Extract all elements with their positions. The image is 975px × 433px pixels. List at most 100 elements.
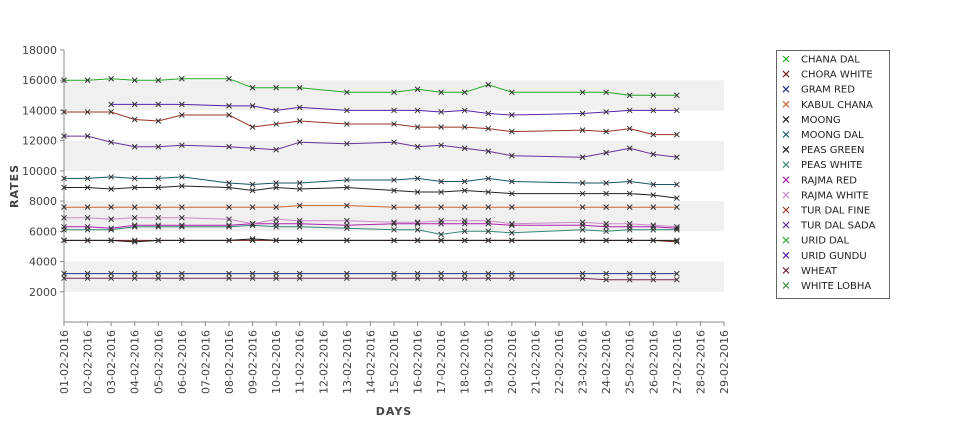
legend-item: MOONG — [782, 115, 841, 126]
data-point-marker — [438, 124, 444, 130]
legend-item: TUR DAL SADA — [782, 221, 876, 232]
legend-item: URID DAL — [782, 236, 849, 247]
data-point-marker — [179, 237, 185, 244]
data-point-marker — [438, 178, 444, 185]
data-point-marker — [461, 178, 468, 185]
data-point-marker — [296, 139, 303, 146]
data-point-marker — [650, 192, 657, 198]
data-point-marker — [84, 109, 91, 115]
legend-marker — [782, 282, 790, 289]
x-tick-label: 15-02-2016 — [388, 330, 401, 394]
data-point-marker — [108, 109, 114, 115]
x-tick-label: 20-02-2016 — [506, 330, 519, 394]
data-point-marker — [485, 175, 492, 182]
data-point-marker — [509, 229, 515, 236]
data-point-marker — [226, 275, 232, 282]
legend-item: PEAS WHITE — [782, 160, 863, 171]
series-line — [64, 111, 677, 136]
data-point-marker — [626, 92, 633, 99]
x-tick-label: 14-02-2016 — [364, 330, 377, 394]
x-tick-label: 21-02-2016 — [529, 330, 542, 394]
data-point-marker — [155, 275, 162, 282]
legend-marker — [782, 146, 790, 154]
data-point-marker — [179, 174, 185, 180]
data-point-marker — [603, 128, 609, 135]
data-point-marker — [273, 275, 279, 282]
data-point-marker — [296, 217, 303, 224]
data-point-marker — [485, 189, 492, 195]
series-tur-dal-sada — [61, 133, 680, 161]
data-point-marker — [155, 222, 162, 229]
data-point-marker — [84, 77, 91, 84]
data-point-marker — [179, 222, 185, 229]
x-tick-label: 13-02-2016 — [341, 330, 354, 394]
data-point-marker — [485, 237, 492, 244]
data-point-marker — [155, 270, 162, 277]
data-point-marker — [509, 190, 515, 197]
data-point-marker — [485, 81, 492, 88]
data-point-marker — [84, 214, 91, 221]
legend-item: TUR DAL FINE — [782, 206, 870, 217]
data-point-marker — [414, 226, 421, 233]
data-point-marker — [509, 89, 515, 96]
series-tur-dal-fine — [61, 109, 680, 138]
legend-label: KABUL CHANA — [801, 100, 873, 111]
data-point-marker — [249, 236, 256, 242]
data-point-marker — [296, 84, 303, 91]
data-point-marker — [296, 118, 303, 124]
data-point-marker — [344, 177, 350, 183]
data-point-marker — [626, 178, 633, 185]
legend-item: MOONG DAL — [782, 130, 864, 141]
series-line — [64, 205, 677, 208]
data-point-marker — [438, 89, 444, 96]
data-point-marker — [438, 189, 444, 195]
data-point-marker — [414, 175, 421, 182]
data-point-marker — [249, 270, 256, 277]
x-tick-label: 18-02-2016 — [459, 330, 472, 394]
data-point-marker — [296, 275, 303, 282]
legend-label: CHORA WHITE — [801, 70, 873, 81]
x-tick-label: 11-02-2016 — [294, 330, 307, 394]
data-point-marker — [579, 237, 586, 244]
data-point-marker — [391, 139, 397, 146]
data-point-marker — [61, 270, 67, 277]
x-tick-label: 23-02-2016 — [577, 330, 590, 394]
data-point-marker — [179, 101, 185, 108]
x-tick-label: 25-02-2016 — [624, 330, 637, 394]
data-point-marker — [131, 222, 138, 229]
data-point-marker — [131, 239, 138, 245]
data-point-marker — [461, 107, 468, 114]
legend-label: URID GUNDU — [801, 251, 867, 262]
data-point-marker — [461, 145, 468, 152]
data-point-marker — [626, 220, 633, 227]
data-point-marker — [579, 275, 586, 282]
data-point-marker — [273, 216, 279, 223]
data-point-marker — [438, 275, 444, 282]
legend-marker — [782, 85, 790, 93]
data-point-marker — [626, 107, 633, 114]
y-tick-label: 12000 — [22, 135, 57, 148]
data-point-marker — [344, 202, 350, 209]
data-point-marker — [461, 275, 468, 282]
series-line — [64, 238, 677, 243]
data-point-marker — [414, 143, 421, 150]
legend-item: CHANA DAL — [782, 55, 860, 66]
legend-item: GRAM RED — [782, 85, 855, 96]
data-point-marker — [579, 127, 586, 133]
series-line — [64, 217, 677, 228]
legend-marker — [782, 100, 790, 108]
x-tick-label: 02-02-2016 — [82, 330, 95, 394]
legend-marker — [782, 161, 790, 169]
data-point-marker — [226, 270, 232, 277]
series-rajma-red — [61, 220, 680, 232]
data-point-marker — [626, 276, 633, 283]
data-point-marker — [344, 184, 350, 191]
data-point-marker — [579, 89, 586, 96]
data-point-marker — [131, 143, 138, 150]
data-point-marker — [61, 237, 67, 244]
legend-marker — [782, 251, 790, 259]
data-point-marker — [249, 84, 256, 91]
series-wheat — [61, 275, 680, 283]
data-point-marker — [438, 217, 444, 224]
data-point-marker — [226, 103, 232, 109]
